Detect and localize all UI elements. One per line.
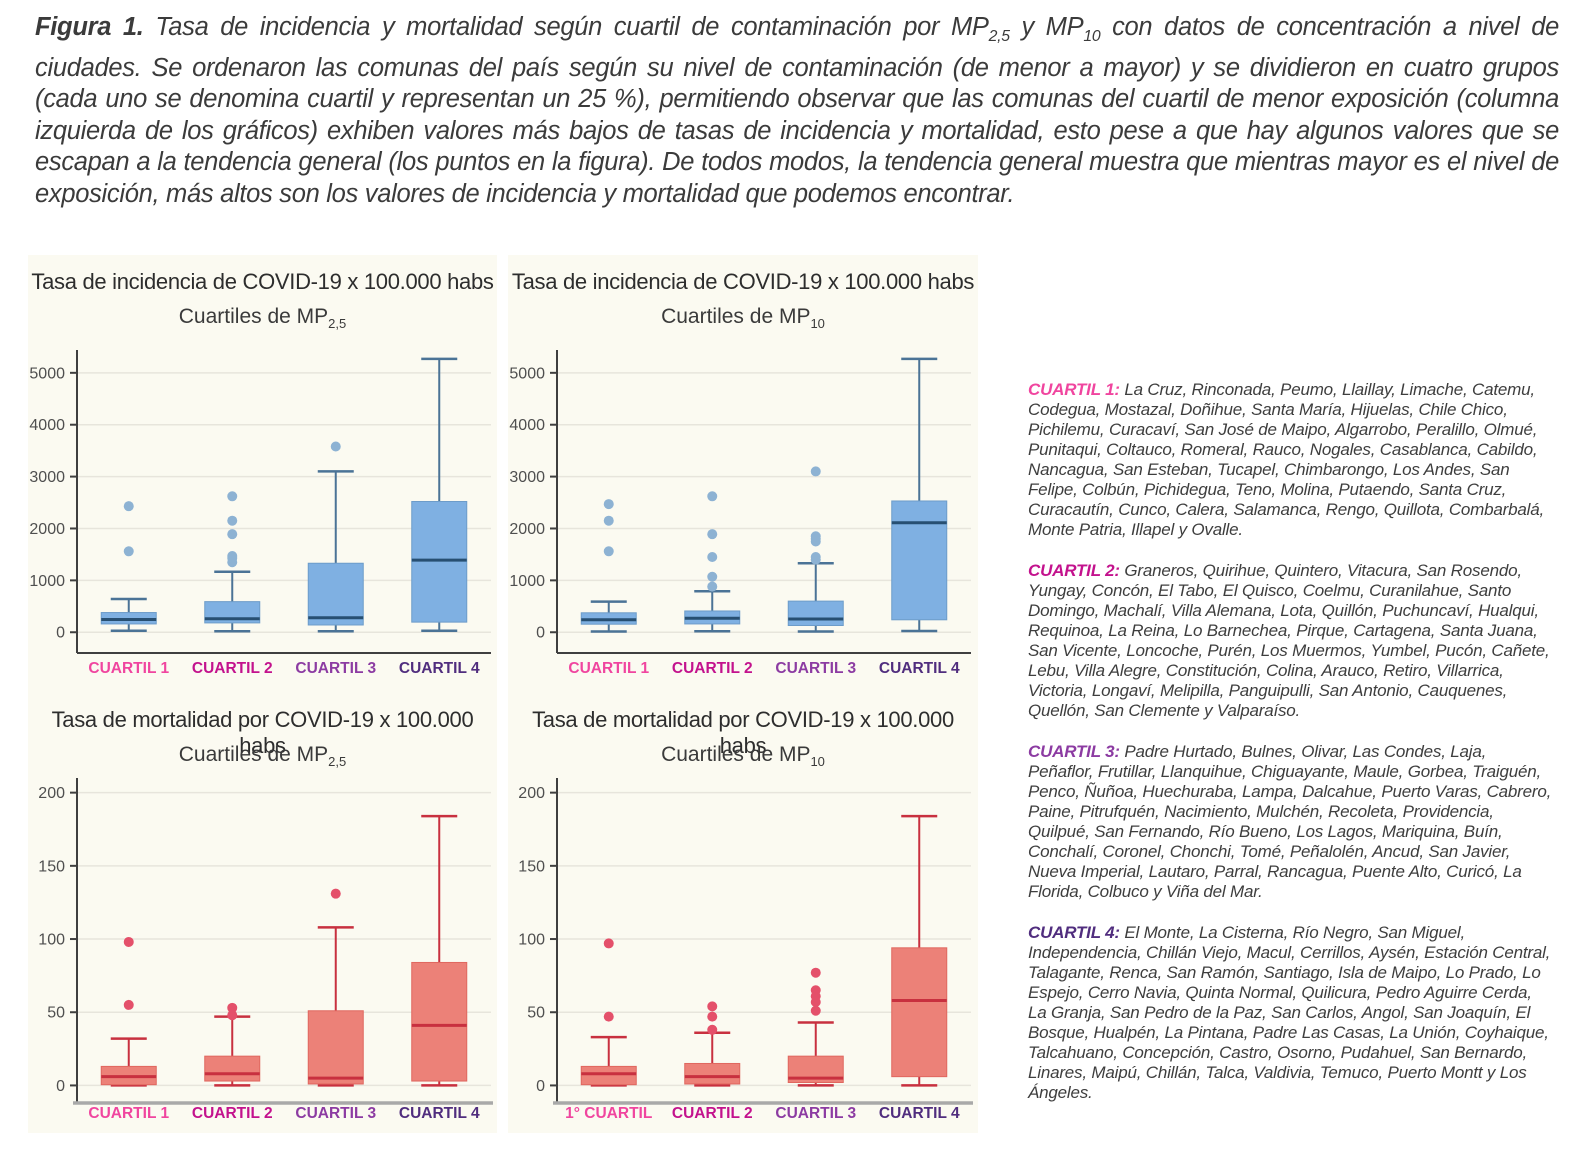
subtitle-subscript: 2,5 xyxy=(328,316,347,332)
chart-subtitle-mortalidad-mp25: Cuartiles de MP2,5 xyxy=(28,743,497,769)
svg-text:CUARTIL 1: CUARTIL 1 xyxy=(568,660,649,677)
svg-text:0: 0 xyxy=(536,625,545,642)
quartile-legend: CUARTIL 1: La Cruz, Rinconada, Peumo, Ll… xyxy=(1028,380,1552,1124)
figure-caption: Figura 1. Tasa de incidencia y mortalida… xyxy=(35,12,1559,210)
charts-panel-mp25: Tasa de incidencia de COVID-19 x 100.000… xyxy=(28,255,497,1133)
legend-block-cuartil-4: CUARTIL 4: El Monte, La Cisterna, Río Ne… xyxy=(1028,923,1552,1103)
svg-text:CUARTIL 1: CUARTIL 1 xyxy=(88,660,169,677)
chart-subtitle-mortalidad-mp10: Cuartiles de MP10 xyxy=(508,743,978,769)
svg-text:2000: 2000 xyxy=(29,521,65,538)
legend-text-cuartil-3: Padre Hurtado, Bulnes, Olivar, Las Conde… xyxy=(1028,742,1552,901)
caption-segment: con datos de concentración a nivel de ci… xyxy=(35,13,1559,208)
subtitle-text: Cuartiles de MP xyxy=(661,743,811,766)
svg-text:CUARTIL 3: CUARTIL 3 xyxy=(775,660,856,677)
legend-label-cuartil-4: CUARTIL 4: xyxy=(1028,923,1120,942)
subtitle-text: Cuartiles de MP xyxy=(178,305,329,328)
legend-block-cuartil-2: CUARTIL 2: Graneros, Quirihue, Quintero,… xyxy=(1028,561,1552,721)
svg-text:5000: 5000 xyxy=(29,365,65,382)
svg-text:0: 0 xyxy=(56,625,65,642)
subtitle-subscript: 2,5 xyxy=(328,754,347,770)
svg-text:CUARTIL 2: CUARTIL 2 xyxy=(672,1105,753,1122)
svg-text:2000: 2000 xyxy=(509,521,545,538)
boxplot-mortalidad-mp10: 0 50 100 150 200 1° CUARTIL CUARTIL 2 CUARTIL 3… xyxy=(518,778,973,1122)
caption-segment: Tasa de incidencia y mortalidad según cu… xyxy=(143,13,989,41)
boxplot-incidencia-mp10: 0 1000 2000 3000 4000 5000 CUARTIL 1 CUARTIL 2 C… xyxy=(509,350,971,677)
svg-text:3000: 3000 xyxy=(509,469,545,486)
chart-title-mortalidad-mp25: Tasa de mortalidad por COVID-19 x 100.00… xyxy=(51,707,474,758)
svg-text:100: 100 xyxy=(518,932,545,949)
figure-label: Figura 1. xyxy=(35,13,144,41)
chart-title-incidencia-mp25: Tasa de incidencia de COVID-19 x 100.000… xyxy=(31,269,494,294)
svg-text:CUARTIL 3: CUARTIL 3 xyxy=(295,660,376,677)
chart-title-incidencia-mp10: Tasa de incidencia de COVID-19 x 100.000… xyxy=(511,269,975,294)
svg-text:50: 50 xyxy=(47,1005,65,1022)
subtitle-text: Cuartiles de MP xyxy=(178,743,329,766)
svg-text:0: 0 xyxy=(536,1078,545,1095)
subtitle-text: Cuartiles de MP xyxy=(661,305,811,328)
svg-text:4000: 4000 xyxy=(29,417,65,434)
svg-text:1000: 1000 xyxy=(509,573,545,590)
boxplot-mortalidad-mp25: 0 50 100 150 200 CUARTIL 1 CUARTIL 2 CUARTIL 3 C… xyxy=(38,778,493,1122)
svg-text:50: 50 xyxy=(527,1005,545,1022)
legend-text-cuartil-1: La Cruz, Rinconada, Peumo, Llaillay, Lim… xyxy=(1028,380,1544,539)
svg-text:200: 200 xyxy=(38,785,65,802)
svg-text:100: 100 xyxy=(38,932,65,949)
legend-label-cuartil-3: CUARTIL 3: xyxy=(1028,742,1120,761)
charts-panel-mp10: Tasa de incidencia de COVID-19 x 100.000… xyxy=(508,255,978,1133)
svg-text:150: 150 xyxy=(38,858,65,875)
subtitle-subscript: 10 xyxy=(810,316,825,332)
caption-segment: y MP xyxy=(1009,13,1084,41)
svg-text:1000: 1000 xyxy=(29,573,65,590)
svg-text:1° CUARTIL: 1° CUARTIL xyxy=(565,1105,652,1122)
legend-block-cuartil-1: CUARTIL 1: La Cruz, Rinconada, Peumo, Ll… xyxy=(1028,380,1552,540)
subtitle-subscript: 10 xyxy=(810,754,825,770)
svg-text:CUARTIL 4: CUARTIL 4 xyxy=(399,660,480,677)
svg-text:CUARTIL 2: CUARTIL 2 xyxy=(192,660,273,677)
legend-text-cuartil-4: El Monte, La Cisterna, Río Negro, San Mi… xyxy=(1028,923,1551,1102)
caption-subscript: 10 xyxy=(1083,28,1101,46)
svg-text:CUARTIL 4: CUARTIL 4 xyxy=(879,1105,960,1122)
chart-subtitle-incidencia-mp25: Cuartiles de MP2,5 xyxy=(28,305,497,331)
chart-title-mortalidad-mp10: Tasa de mortalidad por COVID-19 x 100.00… xyxy=(532,707,954,758)
legend-block-cuartil-3: CUARTIL 3: Padre Hurtado, Bulnes, Olivar… xyxy=(1028,742,1552,902)
legend-label-cuartil-2: CUARTIL 2: xyxy=(1028,561,1120,580)
svg-text:0: 0 xyxy=(56,1078,65,1095)
chart-subtitle-incidencia-mp10: Cuartiles de MP10 xyxy=(508,305,978,331)
caption-subscript: 2,5 xyxy=(988,28,1010,46)
svg-text:5000: 5000 xyxy=(509,365,545,382)
svg-text:200: 200 xyxy=(518,785,545,802)
svg-text:CUARTIL 1: CUARTIL 1 xyxy=(88,1105,169,1122)
legend-text-cuartil-2: Graneros, Quirihue, Quintero, Vitacura, … xyxy=(1028,561,1550,720)
svg-text:CUARTIL 2: CUARTIL 2 xyxy=(672,660,753,677)
svg-text:CUARTIL 3: CUARTIL 3 xyxy=(775,1105,856,1122)
svg-text:4000: 4000 xyxy=(509,417,545,434)
svg-text:CUARTIL 2: CUARTIL 2 xyxy=(192,1105,273,1122)
svg-text:3000: 3000 xyxy=(29,469,65,486)
legend-label-cuartil-1: CUARTIL 1: xyxy=(1028,380,1120,399)
svg-text:150: 150 xyxy=(518,858,545,875)
boxplot-incidencia-mp25: 0 1000 2000 3000 4000 5000 CUARTIL 1 CUARTIL 2 C… xyxy=(29,350,491,677)
svg-text:CUARTIL 4: CUARTIL 4 xyxy=(879,660,960,677)
figure-caption-text: Tasa de incidencia y mortalidad según cu… xyxy=(35,13,1559,208)
svg-text:CUARTIL 4: CUARTIL 4 xyxy=(399,1105,480,1122)
svg-text:CUARTIL 3: CUARTIL 3 xyxy=(295,1105,376,1122)
